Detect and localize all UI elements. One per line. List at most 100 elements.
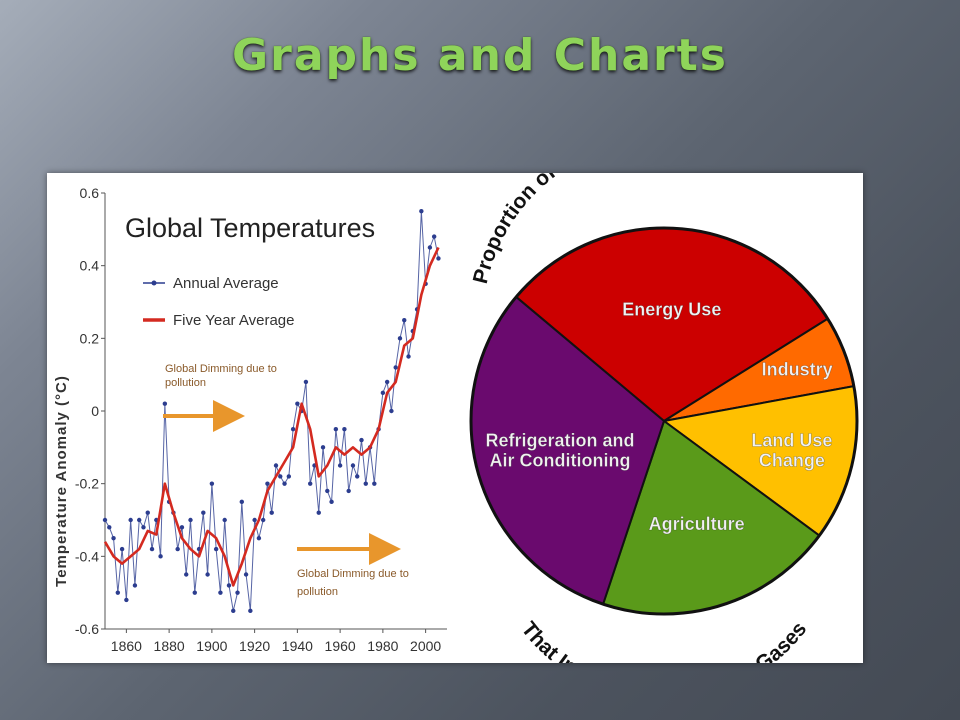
- annual-average-point: [273, 463, 279, 468]
- annual-average-point: [252, 517, 257, 523]
- annual-average-point: [128, 517, 133, 523]
- annual-average-point: [145, 510, 150, 515]
- annotation-1-line-1: Global Dimming due to: [165, 363, 277, 375]
- annual-average-point: [419, 208, 424, 214]
- x-tick-label: 1960: [325, 638, 356, 654]
- annotation-2-line-1: Global Dimming due to: [297, 568, 409, 580]
- annual-average-point: [175, 546, 180, 552]
- annual-average-point: [269, 510, 274, 515]
- annual-average-point: [325, 488, 330, 494]
- annual-average-point: [239, 499, 244, 505]
- pie-label-land-use-change: Land Use: [751, 431, 832, 451]
- annual-average-point: [256, 535, 262, 541]
- pie-label-refrigeration-and-air-conditioning: Refrigeration and: [485, 430, 634, 450]
- legend-annual-label: Annual Average: [173, 275, 279, 292]
- annual-average-point: [188, 517, 193, 523]
- annual-average-point: [350, 463, 356, 468]
- annual-average-point: [141, 525, 146, 530]
- y-tick-label: 0.2: [80, 330, 100, 346]
- annual-average-point: [282, 481, 287, 486]
- annual-average-point: [149, 546, 155, 552]
- annual-average-point: [436, 256, 441, 261]
- legend-annual-marker: [151, 280, 157, 286]
- x-tick-label: 2000: [410, 638, 441, 654]
- legend-five-year-label: Five Year Average: [173, 312, 294, 329]
- annual-average-point: [427, 245, 433, 250]
- pie-subtitle-path: That Increase Greenhouse Gases: [517, 618, 812, 707]
- annual-average-point: [329, 499, 334, 505]
- annual-average-point: [102, 517, 108, 523]
- pie-label-industry: Industry: [762, 359, 833, 379]
- annual-average-point: [132, 583, 138, 588]
- y-tick-label: 0.6: [80, 185, 100, 201]
- charts-svg: Global Temperatures Temperature Anomaly …: [53, 121, 859, 706]
- annual-average-point: [316, 510, 321, 515]
- pie-label-refrigeration-and-air-conditioning: Air Conditioning: [490, 450, 631, 470]
- series-five-year-average-line: [103, 246, 440, 587]
- annual-average-point: [218, 590, 223, 595]
- annual-average-point: [192, 590, 197, 595]
- annual-average-point: [260, 517, 266, 523]
- y-tick-label: -0.2: [75, 476, 99, 492]
- x-tick-label: 1860: [111, 638, 142, 654]
- annual-average-point: [372, 481, 377, 486]
- annual-average-point: [124, 597, 129, 603]
- annual-average-point: [158, 554, 163, 559]
- annual-average-point: [295, 401, 300, 406]
- annual-average-point: [201, 510, 206, 515]
- annual-average-point: [278, 474, 283, 479]
- annual-average-point: [384, 379, 390, 385]
- annual-average-point: [363, 481, 368, 486]
- annual-average-point: [115, 590, 121, 595]
- pie-label-energy-use: Energy Use: [622, 299, 721, 319]
- annual-average-point: [265, 481, 270, 486]
- x-tick-label: 1880: [154, 638, 185, 654]
- pie-outline: [469, 226, 859, 616]
- annual-average-point: [222, 517, 227, 523]
- annual-average-point: [231, 608, 236, 614]
- annotation-2-line-2: pollution: [297, 586, 338, 598]
- x-tick-label: 1920: [239, 638, 270, 654]
- line-chart-title: Global Temperatures: [125, 213, 375, 243]
- line-chart: 0.6 0.4 0.2 0 -0.2 -0.4 -0.6 1860 1880 1900 1920 19…: [75, 185, 447, 654]
- annual-average-point: [337, 463, 343, 468]
- annual-average-point: [393, 365, 398, 370]
- y-tick-label: -0.4: [75, 548, 99, 564]
- pie-subtitle: That Increase Greenhouse Gases: [517, 618, 812, 663]
- annual-average-point: [137, 517, 142, 523]
- y-tick-label: 0.4: [80, 258, 100, 274]
- annual-average-point: [389, 408, 394, 414]
- annual-average-point: [380, 390, 386, 396]
- annual-average-point: [286, 474, 292, 479]
- annual-average-point: [290, 426, 296, 432]
- annual-average-point: [359, 437, 364, 443]
- annual-average-point: [226, 583, 232, 588]
- annual-average-point: [342, 426, 347, 432]
- annual-average-point: [333, 426, 339, 432]
- figure-panel: Global Temperatures Temperature Anomaly …: [47, 121, 863, 706]
- annotation-1-line-2: pollution: [165, 377, 206, 389]
- y-tick-label: 0: [91, 403, 99, 419]
- pie-label-land-use-change: Change: [759, 451, 825, 471]
- annual-average-point: [162, 401, 168, 406]
- annual-average-point: [205, 572, 210, 577]
- annual-average-point: [209, 481, 215, 486]
- annual-average-point: [111, 535, 116, 541]
- pie-label-agriculture: Agriculture: [649, 514, 745, 534]
- annual-average-point: [397, 336, 403, 341]
- annual-average-point: [243, 572, 249, 577]
- annual-average-point: [402, 317, 407, 323]
- annual-average-point: [119, 546, 125, 552]
- x-tick-label: 1980: [367, 638, 398, 654]
- y-tick-label: -0.6: [75, 621, 99, 637]
- slide-title: Graphs and Charts: [232, 30, 728, 81]
- annual-average-point: [355, 474, 360, 479]
- annual-average-point: [235, 590, 240, 595]
- annual-average-point: [431, 234, 437, 239]
- x-tick-label: 1940: [282, 638, 313, 654]
- annual-average-point: [179, 525, 185, 530]
- annual-average-point: [406, 354, 411, 359]
- annual-average-point: [248, 608, 253, 614]
- x-tick-label: 1900: [196, 638, 227, 654]
